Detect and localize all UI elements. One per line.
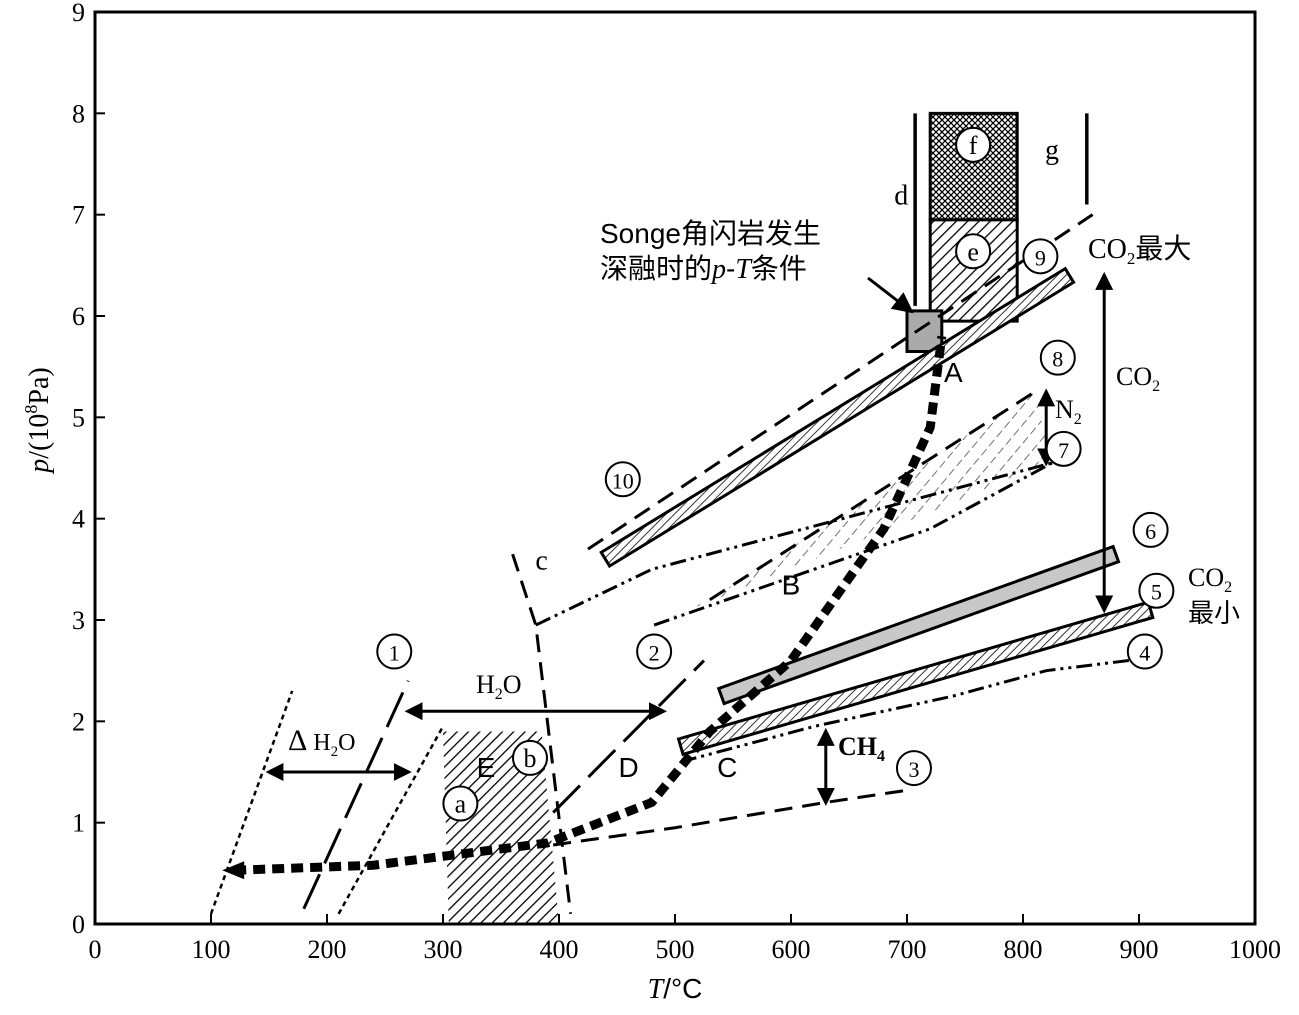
songe-label-line1: Songe角闪岩发生 — [600, 218, 821, 249]
annotation-b: B — [782, 570, 801, 601]
annotation-circled-9: 9 — [1035, 245, 1046, 270]
annotation-c: C — [717, 752, 737, 783]
annotation-circled-5-ring — [1138, 572, 1175, 609]
x-tick-label-800: 800 — [1004, 935, 1043, 964]
annotation-e-ring — [955, 233, 992, 270]
regions-layer — [443, 111, 1052, 924]
y-tick-label-9: 9 — [72, 0, 85, 27]
y-tick-label-7: 7 — [72, 201, 85, 230]
n2-label: N2 — [1055, 395, 1082, 428]
region-f — [928, 111, 1019, 222]
annotation-e: e — [967, 237, 979, 266]
y-tick-label-4: 4 — [72, 505, 85, 534]
annotation-b: b — [524, 744, 537, 773]
series-2 — [552, 659, 706, 814]
y-tick-label-2: 2 — [72, 707, 85, 736]
annotation-circled-6: 6 — [1145, 519, 1156, 544]
arrows-layer — [265, 271, 1114, 807]
x-tick-label-200: 200 — [308, 935, 347, 964]
series-4 — [680, 657, 1145, 764]
annotation-circled-1: 1 — [389, 641, 400, 666]
co2-range-label: CO2 — [1116, 362, 1160, 395]
x-axis-label: T/°C — [648, 973, 703, 1005]
x-tick-label-300: 300 — [424, 935, 463, 964]
y-tick-label-3: 3 — [72, 606, 85, 635]
annotation-a: a — [455, 790, 467, 819]
annotation-circled-3: 3 — [908, 757, 919, 782]
annotation-c: c — [535, 545, 547, 576]
annotation-circled-7-ring — [1045, 430, 1082, 467]
series-3 — [552, 788, 908, 847]
series-8 — [708, 390, 1036, 601]
annotation-circled-10: 10 — [612, 468, 634, 493]
annotation-d: d — [894, 181, 908, 212]
annotation-circled-4-ring — [1126, 633, 1163, 670]
x-tick-label-700: 700 — [888, 935, 927, 964]
series-layer — [209, 113, 1155, 915]
x-tick-label-0: 0 — [89, 935, 102, 964]
annotation-d: D — [618, 752, 638, 783]
annotation-circled-4: 4 — [1139, 641, 1150, 666]
x-tick-label-100: 100 — [192, 935, 231, 964]
annotation-circled-9-ring — [1022, 238, 1059, 275]
delta-h2o-label: Δ H2O — [288, 724, 355, 760]
annotations-layer: 1 2 3 4 5 6 7 8 9 10 A B C D Ea b c d e f g — [376, 126, 1175, 822]
annotation-b-ring — [512, 739, 548, 776]
series-path — [234, 335, 947, 875]
plot-frame — [93, 10, 1257, 926]
songe-pointer-arrow — [867, 276, 914, 314]
annotation-a-ring — [442, 785, 479, 822]
x-tick-label-500: 500 — [656, 935, 695, 964]
y-tick-label-8: 8 — [72, 99, 85, 128]
annotation-circled-8: 8 — [1052, 347, 1063, 372]
series-7 — [653, 461, 1053, 627]
annotation-a: A — [944, 357, 963, 388]
x-tick-label-900: 900 — [1120, 935, 1159, 964]
series-c-branch — [535, 461, 1053, 627]
annotation-circled-2: 2 — [649, 641, 660, 666]
series-1 — [302, 680, 410, 910]
annotation-circled-5: 5 — [1151, 580, 1162, 605]
annotation-circled-3-ring — [895, 750, 932, 787]
annotation-circled-6-ring — [1132, 511, 1169, 548]
region-e — [443, 731, 559, 924]
annotation-circled-1-ring — [376, 633, 413, 670]
x-tick-label-600: 600 — [772, 935, 811, 964]
y-axis-ticks: 0 1 2 3 4 5 6 7 8 9 — [72, 0, 105, 939]
annotation-circled-8-ring — [1039, 339, 1076, 376]
x-axis-ticks: 0 100 200 300 400 500 600 700 800 900 1000 — [89, 914, 1281, 964]
annotation-f-ring — [955, 126, 992, 163]
annotation-f: f — [969, 131, 978, 160]
annotation-g: g — [1045, 135, 1059, 166]
y-tick-label-6: 6 — [72, 302, 85, 331]
y-tick-label-1: 1 — [72, 809, 85, 838]
series-h2o — [209, 690, 294, 915]
ch4-label: CH4 — [838, 732, 885, 765]
co2-max-label: CO2最大 — [1088, 233, 1191, 268]
series-10 — [587, 213, 1094, 551]
co2-min-label-line2: 最小 — [1188, 598, 1240, 628]
series-9 — [599, 266, 1076, 569]
annotation-circled-7: 7 — [1058, 438, 1069, 463]
h2o-label: H2O — [476, 670, 522, 703]
y-tick-label-0: 0 — [72, 910, 85, 939]
y-tick-label-5: 5 — [72, 403, 85, 432]
annotation-e: E — [477, 752, 496, 783]
y-axis-label: p/(108Pa) — [21, 367, 55, 474]
series-c — [511, 553, 573, 915]
annotation-circled-2-ring — [636, 633, 673, 670]
annotation-circled-10-ring — [604, 461, 641, 498]
co2-min-label-line1: CO2 — [1188, 563, 1232, 596]
region-b — [651, 392, 1052, 626]
path-arrowhead — [222, 861, 245, 880]
x-tick-label-1000: 1000 — [1229, 935, 1281, 964]
songe-label-line2: 深融时的p-T条件 — [600, 253, 807, 285]
x-tick-label-400: 400 — [540, 935, 579, 964]
